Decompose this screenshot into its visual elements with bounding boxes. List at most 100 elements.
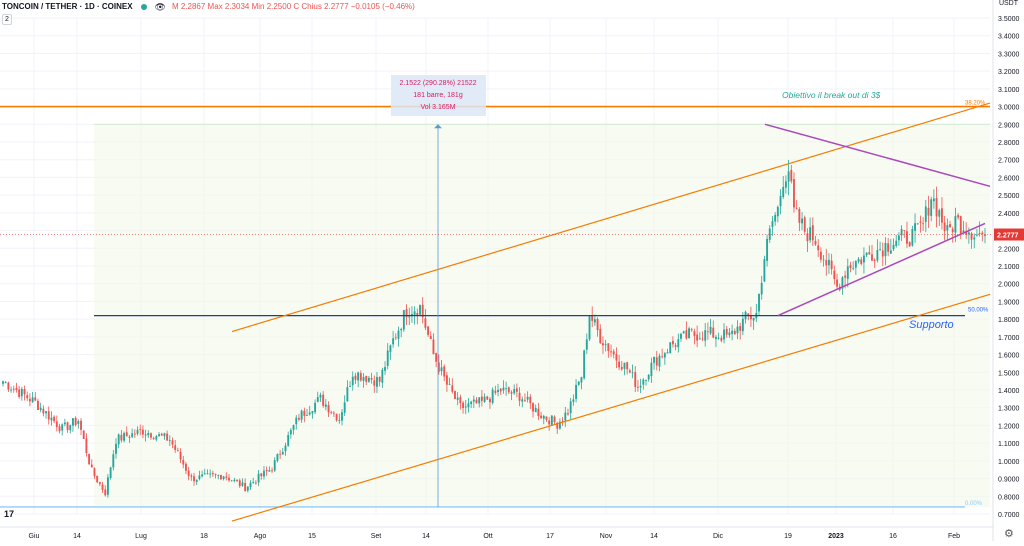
candle xyxy=(596,317,599,337)
candle xyxy=(327,401,330,417)
time-tick-label: 19 xyxy=(784,533,792,540)
candle-body xyxy=(973,237,976,240)
candle-body xyxy=(338,419,341,421)
candle-body xyxy=(176,450,179,452)
candle xyxy=(31,392,34,403)
candle xyxy=(889,238,892,254)
candle-body xyxy=(728,332,731,336)
candle xyxy=(475,397,478,404)
candle xyxy=(308,405,311,416)
candle-body xyxy=(900,229,903,236)
candle xyxy=(704,323,707,347)
eye-icon[interactable]: 👁 xyxy=(154,2,166,12)
candle xyxy=(669,341,672,354)
candle-body xyxy=(537,408,540,417)
candle xyxy=(924,199,927,233)
candle-body xyxy=(384,367,386,371)
candle-body xyxy=(158,434,160,437)
candle-body xyxy=(919,221,922,223)
candle xyxy=(965,222,968,239)
candle-body xyxy=(451,385,454,392)
candle xyxy=(569,398,572,420)
candle-body xyxy=(445,375,448,385)
currency-label[interactable]: USDT xyxy=(998,0,1018,7)
candle xyxy=(510,390,513,401)
candle-body xyxy=(591,315,594,321)
price-tick-label: 3.0000 xyxy=(998,105,1020,112)
candle-body xyxy=(141,429,144,435)
indicator-count-badge[interactable]: 2 xyxy=(2,14,12,25)
candle xyxy=(674,343,677,351)
candle xyxy=(244,478,247,492)
candle-body xyxy=(806,233,809,242)
candle xyxy=(58,423,61,434)
candle-body xyxy=(28,398,31,402)
candle xyxy=(602,336,604,354)
candle xyxy=(981,230,984,242)
candle xyxy=(462,400,465,414)
candle xyxy=(464,400,467,415)
candle xyxy=(733,328,736,335)
price-tick-label: 3.1000 xyxy=(998,87,1020,94)
candle-body xyxy=(817,245,820,251)
candle-body xyxy=(271,470,273,472)
candle xyxy=(45,410,47,419)
candle-body xyxy=(677,339,680,348)
candle xyxy=(658,353,661,372)
candle xyxy=(478,397,481,408)
time-tick-label: 14 xyxy=(422,533,430,540)
candle xyxy=(306,408,308,417)
candle xyxy=(540,411,543,419)
candle-body xyxy=(39,407,42,411)
candle xyxy=(171,437,174,449)
candle-body xyxy=(225,476,228,478)
candle-body xyxy=(306,415,308,417)
symbol-title[interactable]: TONCOIN / TETHER · 1D · COINEX xyxy=(2,2,133,11)
candle-body xyxy=(868,252,871,255)
candle-body xyxy=(424,318,427,328)
candle-body xyxy=(914,223,916,231)
candle-body xyxy=(790,170,793,182)
candle xyxy=(394,333,397,340)
candle-body xyxy=(787,171,790,182)
candle xyxy=(456,392,459,406)
candle-body xyxy=(715,336,717,340)
candle xyxy=(908,241,911,247)
candle-body xyxy=(825,260,828,266)
candle-body xyxy=(332,412,335,414)
candle-body xyxy=(922,223,925,225)
candle-body xyxy=(497,389,499,393)
tradingview-logo-icon[interactable]: 17 xyxy=(4,509,15,519)
price-tick-label: 1.1000 xyxy=(998,441,1020,448)
candle xyxy=(346,380,349,403)
candle xyxy=(793,172,795,213)
price-tick-label: 1.0000 xyxy=(998,459,1020,466)
candle xyxy=(865,252,868,258)
time-tick-label: Ott xyxy=(483,533,492,540)
candle xyxy=(768,225,771,243)
candle-body xyxy=(685,330,688,339)
candle xyxy=(949,220,951,228)
candle-body xyxy=(389,345,392,352)
candle-body xyxy=(938,210,941,217)
candle-body xyxy=(612,351,615,355)
candle xyxy=(661,348,664,359)
gear-icon[interactable]: ⚙ xyxy=(1004,528,1014,540)
candle xyxy=(583,349,586,380)
candle xyxy=(758,293,760,316)
candle-body xyxy=(862,255,865,263)
candle xyxy=(849,261,852,273)
time-tick-label: Feb xyxy=(948,533,960,540)
candle xyxy=(386,343,389,370)
candle xyxy=(424,309,427,330)
candle-body xyxy=(712,327,715,338)
candle-body xyxy=(981,232,984,234)
candle xyxy=(470,400,473,409)
candle-body xyxy=(962,230,965,233)
time-tick-label: 17 xyxy=(546,533,554,540)
candle-body xyxy=(892,244,895,250)
candle-body xyxy=(577,381,580,385)
measure-text: 181 barre, 181g xyxy=(413,92,463,99)
